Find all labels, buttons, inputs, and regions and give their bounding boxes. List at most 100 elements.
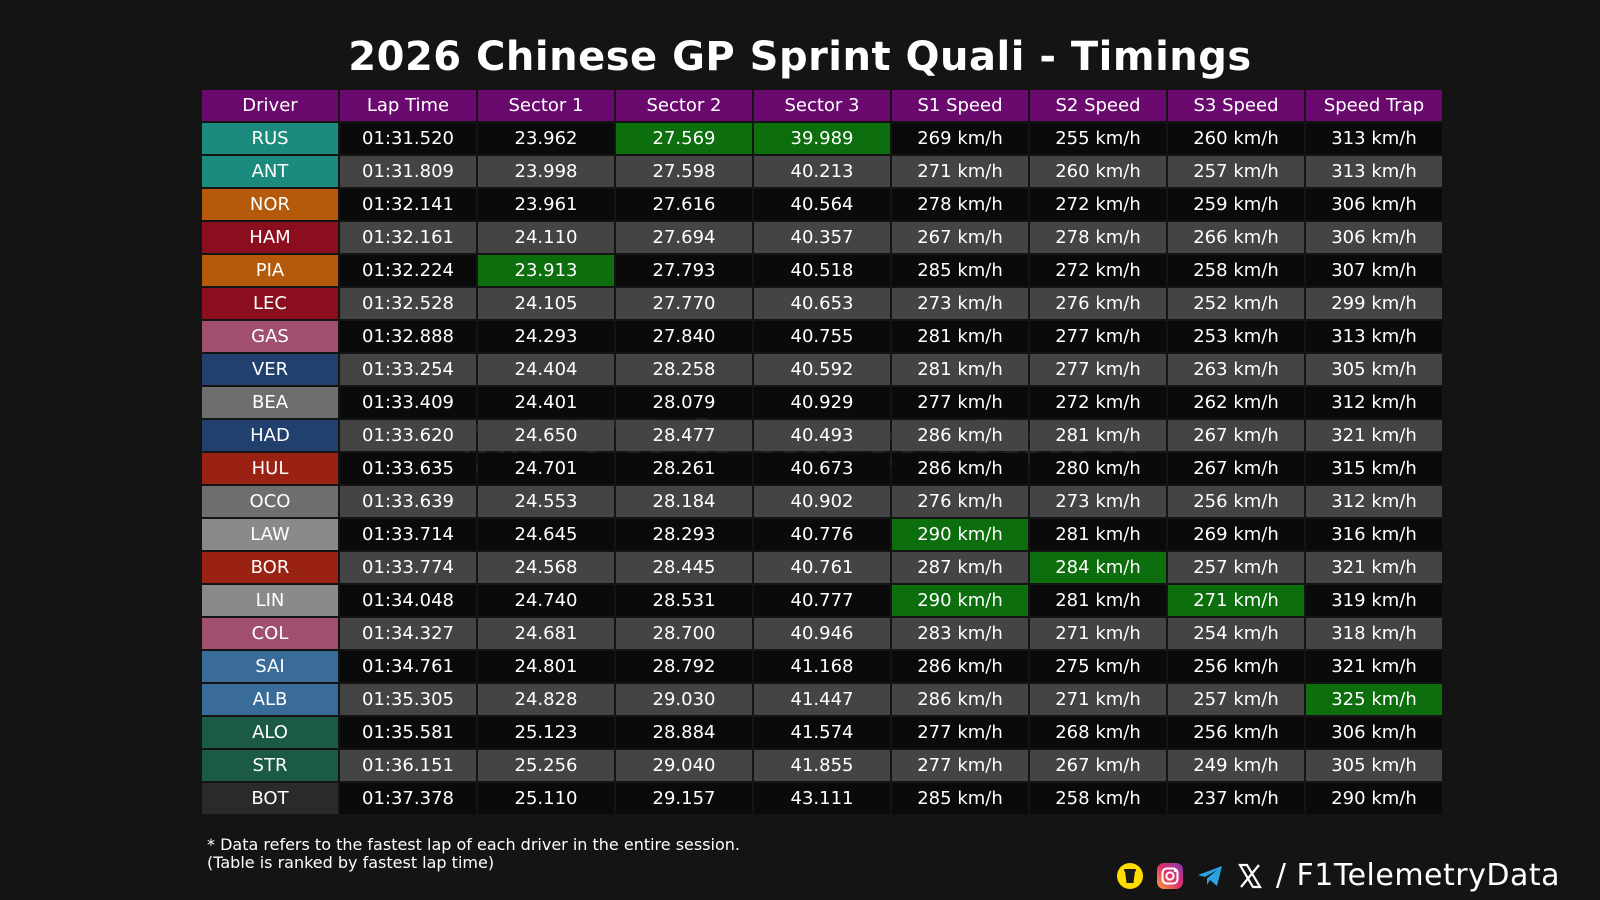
table-cell: 278 km/h — [892, 189, 1028, 220]
column-header: Sector 2 — [616, 90, 752, 121]
table-cell: 28.184 — [616, 486, 752, 517]
driver-cell: BOR — [202, 552, 338, 583]
table-row: RUS 01:31.520 23.962 27.569 39.989 269 km/h 25… — [202, 123, 1442, 154]
table-cell: 290 km/h — [1306, 783, 1442, 814]
table-cell: 01:33.639 — [340, 486, 476, 517]
instagram-icon[interactable] — [1156, 862, 1184, 890]
table-cell: 39.989 — [754, 123, 890, 154]
table-cell: 40.653 — [754, 288, 890, 319]
table-cell: 275 km/h — [1030, 651, 1166, 682]
table-cell: 305 km/h — [1306, 750, 1442, 781]
table-cell: 01:32.224 — [340, 255, 476, 286]
table-cell: 01:36.151 — [340, 750, 476, 781]
table-cell: 321 km/h — [1306, 420, 1442, 451]
column-header: Lap Time — [340, 90, 476, 121]
table-cell: 01:33.254 — [340, 354, 476, 385]
table-cell: 271 km/h — [892, 156, 1028, 187]
table-cell: 27.569 — [616, 123, 752, 154]
table-cell: 24.404 — [478, 354, 614, 385]
table-header-row: Driver Lap Time Sector 1 Sector 2 Sector 3 S1… — [202, 90, 1442, 121]
table-cell: 27.793 — [616, 255, 752, 286]
table-row: SAI 01:34.761 24.801 28.792 41.168 286 km/h 27… — [202, 651, 1442, 682]
table-cell: 287 km/h — [892, 552, 1028, 583]
table-cell: 28.531 — [616, 585, 752, 616]
table-cell: 268 km/h — [1030, 717, 1166, 748]
table-cell: 281 km/h — [892, 354, 1028, 385]
table-cell: 256 km/h — [1168, 486, 1304, 517]
table-cell: 269 km/h — [1168, 519, 1304, 550]
table-cell: 256 km/h — [1168, 651, 1304, 682]
table-cell: 24.568 — [478, 552, 614, 583]
table-cell: 28.700 — [616, 618, 752, 649]
table-cell: 29.030 — [616, 684, 752, 715]
table-cell: 28.477 — [616, 420, 752, 451]
table-cell: 25.123 — [478, 717, 614, 748]
driver-cell: LAW — [202, 519, 338, 550]
table-cell: 01:35.581 — [340, 717, 476, 748]
table-cell: 267 km/h — [1030, 750, 1166, 781]
driver-cell: LIN — [202, 585, 338, 616]
table-cell: 305 km/h — [1306, 354, 1442, 385]
table-cell: 01:34.327 — [340, 618, 476, 649]
table-cell: 01:33.409 — [340, 387, 476, 418]
table-cell: 40.518 — [754, 255, 890, 286]
table-cell: 25.256 — [478, 750, 614, 781]
table-cell: 281 km/h — [892, 321, 1028, 352]
driver-cell: ALB — [202, 684, 338, 715]
table-cell: 01:32.161 — [340, 222, 476, 253]
table-cell: 271 km/h — [1030, 684, 1166, 715]
table-cell: 29.040 — [616, 750, 752, 781]
table-cell: 28.445 — [616, 552, 752, 583]
table-cell: 307 km/h — [1306, 255, 1442, 286]
table-cell: 27.616 — [616, 189, 752, 220]
telegram-icon[interactable] — [1196, 862, 1224, 890]
table-cell: 260 km/h — [1030, 156, 1166, 187]
table-row: ANT 01:31.809 23.998 27.598 40.213 271 km/h 26… — [202, 156, 1442, 187]
table-cell: 271 km/h — [1168, 585, 1304, 616]
column-header: S1 Speed — [892, 90, 1028, 121]
table-cell: 306 km/h — [1306, 717, 1442, 748]
table-cell: 28.293 — [616, 519, 752, 550]
column-header: Speed Trap — [1306, 90, 1442, 121]
table-cell: 277 km/h — [892, 387, 1028, 418]
table-cell: 01:32.141 — [340, 189, 476, 220]
table-cell: 290 km/h — [892, 585, 1028, 616]
driver-cell: SAI — [202, 651, 338, 682]
table-cell: 306 km/h — [1306, 189, 1442, 220]
table-row: COL 01:34.327 24.681 28.700 40.946 283 km/h 27… — [202, 618, 1442, 649]
table-cell: 286 km/h — [892, 684, 1028, 715]
table-cell: 284 km/h — [1030, 552, 1166, 583]
column-header: Sector 1 — [478, 90, 614, 121]
table-cell: 01:33.774 — [340, 552, 476, 583]
table-cell: 01:35.305 — [340, 684, 476, 715]
table-row: VER 01:33.254 24.404 28.258 40.592 281 km/h 27… — [202, 354, 1442, 385]
table-cell: 249 km/h — [1168, 750, 1304, 781]
table-cell: 266 km/h — [1168, 222, 1304, 253]
table-cell: 28.884 — [616, 717, 752, 748]
table-cell: 24.801 — [478, 651, 614, 682]
table-cell: 252 km/h — [1168, 288, 1304, 319]
footnote-line-2: (Table is ranked by fastest lap time) — [207, 853, 495, 872]
table-cell: 27.694 — [616, 222, 752, 253]
table-cell: 40.929 — [754, 387, 890, 418]
table-cell: 41.574 — [754, 717, 890, 748]
table-cell: 315 km/h — [1306, 453, 1442, 484]
table-cell: 312 km/h — [1306, 486, 1442, 517]
table-cell: 01:32.528 — [340, 288, 476, 319]
table-cell: 256 km/h — [1168, 717, 1304, 748]
driver-cell: VER — [202, 354, 338, 385]
driver-cell: BEA — [202, 387, 338, 418]
table-cell: 318 km/h — [1306, 618, 1442, 649]
table-cell: 277 km/h — [1030, 354, 1166, 385]
table-cell: 40.357 — [754, 222, 890, 253]
table-cell: 286 km/h — [892, 420, 1028, 451]
x-icon[interactable] — [1236, 862, 1264, 890]
table-row: GAS 01:32.888 24.293 27.840 40.755 281 km/h 27… — [202, 321, 1442, 352]
table-cell: 01:32.888 — [340, 321, 476, 352]
table-cell: 267 km/h — [892, 222, 1028, 253]
bmc-icon[interactable] — [1116, 862, 1144, 890]
table-cell: 27.598 — [616, 156, 752, 187]
table-cell: 23.961 — [478, 189, 614, 220]
table-cell: 27.770 — [616, 288, 752, 319]
column-header: Driver — [202, 90, 338, 121]
